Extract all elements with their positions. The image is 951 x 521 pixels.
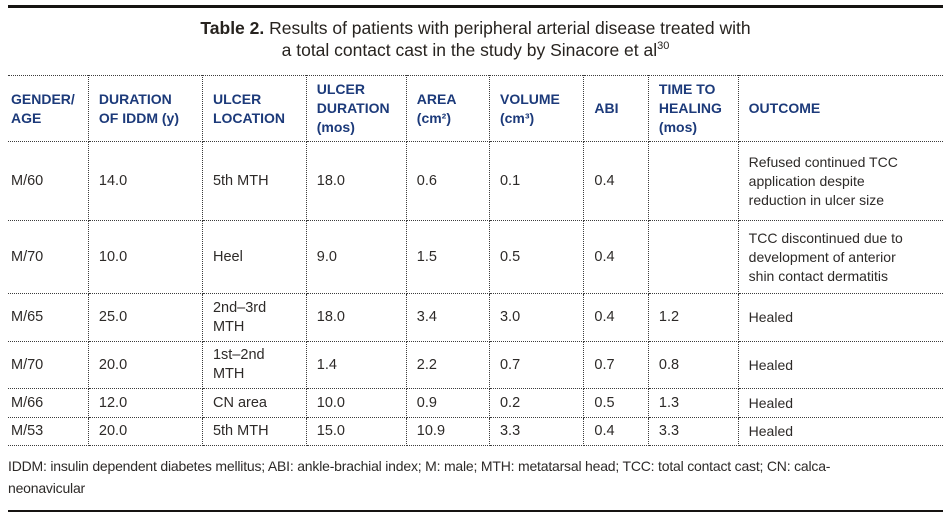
table-title-text2: a total contact cast in the study by Sin… — [281, 40, 658, 60]
cell-time-to-healing: 3.3 — [648, 417, 739, 446]
cell-time-to-healing: 0.8 — [648, 341, 739, 389]
col-header-outcome: OUTCOME — [738, 75, 943, 142]
table-row: M/70 20.0 1st–2nd MTH 1.4 2.2 0.7 0.7 0.… — [8, 341, 943, 389]
table-title-line1: Table 2. Results of patients with periph… — [8, 17, 943, 39]
patients-table: GENDER/ AGE DURATION OF IDDM (y) ULCER L… — [8, 75, 943, 446]
cell-ulcer-duration: 10.0 — [306, 388, 407, 418]
cell-abi: 0.4 — [583, 220, 649, 294]
cell-ulcer-duration: 18.0 — [306, 141, 407, 221]
cell-volume: 3.0 — [489, 293, 585, 342]
cell-area: 0.9 — [406, 388, 490, 418]
cell-abi: 0.4 — [583, 141, 649, 221]
top-rule — [8, 5, 943, 8]
cell-volume: 0.5 — [489, 220, 585, 294]
cell-abi: 0.7 — [583, 341, 649, 389]
cell-volume: 0.1 — [489, 141, 585, 221]
table-row: M/53 20.0 5th MTH 15.0 10.9 3.3 0.4 3.3 … — [8, 417, 943, 446]
col-header-area: AREA (cm²) — [406, 75, 490, 142]
cell-area: 10.9 — [406, 417, 490, 446]
table-header-row: GENDER/ AGE DURATION OF IDDM (y) ULCER L… — [8, 75, 943, 142]
page-container: Table 2. Results of patients with periph… — [0, 5, 951, 521]
cell-ulcer-duration: 18.0 — [306, 293, 407, 342]
table-title-label: Table 2. — [200, 18, 265, 38]
cell-ulcer-location: 5th MTH — [202, 417, 307, 446]
cell-ulcer-location: 2nd–3rd MTH — [202, 293, 307, 342]
cell-ulcer-location: Heel — [202, 220, 307, 294]
cell-volume: 0.7 — [489, 341, 585, 389]
cell-gender-age: M/70 — [8, 341, 89, 389]
table-title-line2: a total contact cast in the study by Sin… — [8, 39, 943, 61]
cell-volume: 3.3 — [489, 417, 585, 446]
cell-gender-age: M/65 — [8, 293, 89, 342]
cell-iddm-duration: 12.0 — [88, 388, 203, 418]
table-row: M/60 14.0 5th MTH 18.0 0.6 0.1 0.4 Refus… — [8, 141, 943, 221]
footnote-line1: IDDM: insulin dependent diabetes mellitu… — [8, 458, 831, 474]
cell-iddm-duration: 20.0 — [88, 417, 203, 446]
cell-gender-age: M/70 — [8, 220, 89, 294]
table-title: Table 2. Results of patients with periph… — [8, 17, 943, 61]
cell-abi: 0.4 — [583, 417, 649, 446]
col-header-abi: ABI — [583, 75, 649, 142]
cell-area: 1.5 — [406, 220, 490, 294]
table-title-text1: Results of patients with peripheral arte… — [269, 18, 751, 38]
col-header-time-to-healing: TIME TO HEALING (mos) — [648, 75, 739, 142]
cell-abi: 0.4 — [583, 293, 649, 342]
bottom-rule — [8, 510, 943, 512]
table-row: M/66 12.0 CN area 10.0 0.9 0.2 0.5 1.3 H… — [8, 388, 943, 418]
cell-outcome: Healed — [738, 341, 943, 389]
cell-gender-age: M/66 — [8, 388, 89, 418]
cell-outcome: Refused continued TCC application despit… — [738, 141, 943, 221]
table-footnote: IDDM: insulin dependent diabetes mellitu… — [8, 455, 943, 499]
cell-outcome: TCC discontinued due to development of a… — [738, 220, 943, 294]
cell-outcome: Healed — [738, 388, 943, 418]
cell-outcome: Healed — [738, 417, 943, 446]
cell-time-to-healing: 1.3 — [648, 388, 739, 418]
cell-ulcer-duration: 9.0 — [306, 220, 407, 294]
cell-outcome: Healed — [738, 293, 943, 342]
cell-ulcer-location: 1st–2nd MTH — [202, 341, 307, 389]
table-row: M/65 25.0 2nd–3rd MTH 18.0 3.4 3.0 0.4 1… — [8, 293, 943, 342]
cell-area: 0.6 — [406, 141, 490, 221]
cell-ulcer-duration: 15.0 — [306, 417, 407, 446]
cell-abi: 0.5 — [583, 388, 649, 418]
cell-area: 2.2 — [406, 341, 490, 389]
cell-gender-age: M/53 — [8, 417, 89, 446]
cell-iddm-duration: 25.0 — [88, 293, 203, 342]
footnote-line2: neonavicular — [8, 480, 85, 496]
cell-ulcer-location: CN area — [202, 388, 307, 418]
cell-gender-age: M/60 — [8, 141, 89, 221]
cell-time-to-healing — [648, 141, 739, 221]
cell-ulcer-duration: 1.4 — [306, 341, 407, 389]
cell-iddm-duration: 10.0 — [88, 220, 203, 294]
cell-iddm-duration: 14.0 — [88, 141, 203, 221]
cell-iddm-duration: 20.0 — [88, 341, 203, 389]
cell-time-to-healing — [648, 220, 739, 294]
cell-time-to-healing: 1.2 — [648, 293, 739, 342]
reference-superscript: 30 — [657, 40, 670, 53]
col-header-gender-age: GENDER/ AGE — [8, 75, 89, 142]
col-header-ulcer-duration: ULCER DURATION (mos) — [306, 75, 407, 142]
cell-ulcer-location: 5th MTH — [202, 141, 307, 221]
col-header-volume: VOLUME (cm³) — [489, 75, 585, 142]
col-header-iddm-duration: DURATION OF IDDM (y) — [88, 75, 203, 142]
table-row: M/70 10.0 Heel 9.0 1.5 0.5 0.4 TCC disco… — [8, 220, 943, 294]
cell-area: 3.4 — [406, 293, 490, 342]
cell-volume: 0.2 — [489, 388, 585, 418]
col-header-ulcer-location: ULCER LOCATION — [202, 75, 307, 142]
